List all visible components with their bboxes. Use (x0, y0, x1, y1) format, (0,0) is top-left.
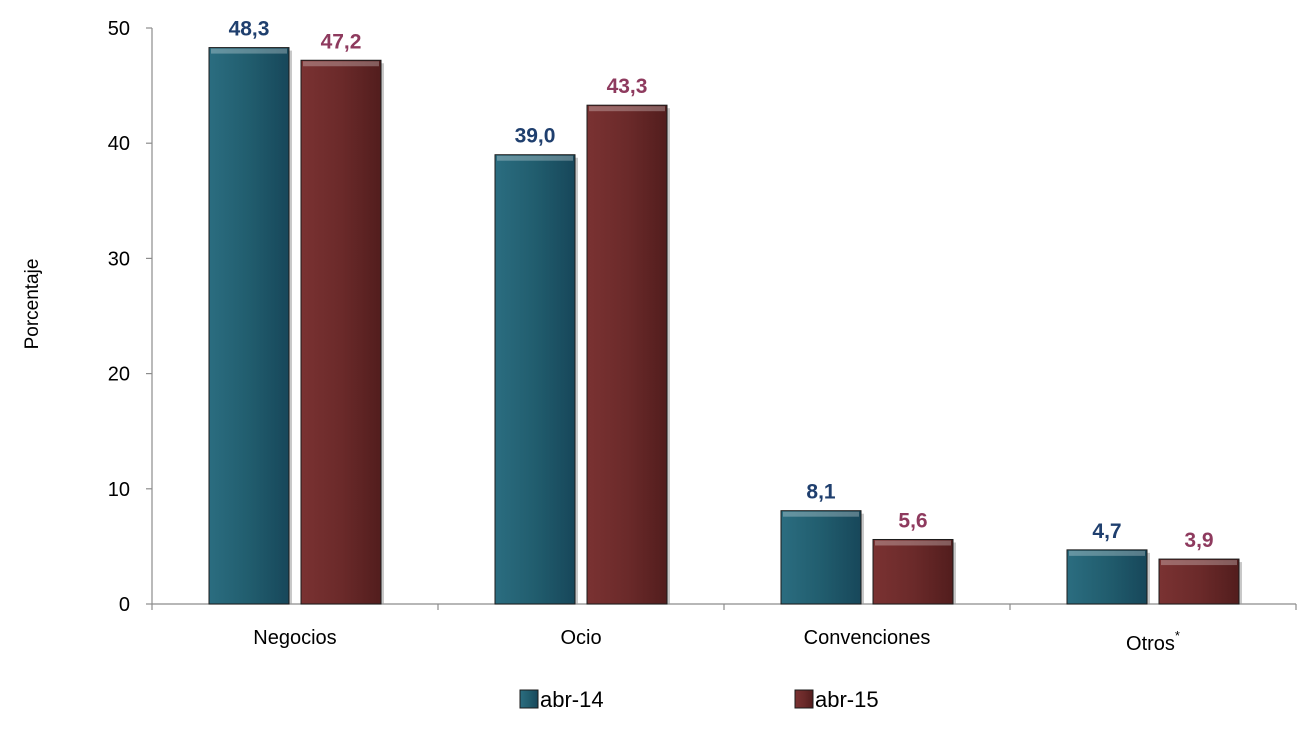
legend-label: abr-14 (540, 687, 604, 712)
data-label: 48,3 (229, 18, 270, 41)
data-label: 43,3 (607, 75, 648, 98)
data-label: 47,2 (321, 30, 362, 53)
x-category-text: Otros (1126, 633, 1175, 655)
y-tick-label: 40 (108, 133, 130, 155)
x-category-label: Convenciones (804, 627, 931, 649)
data-label: 3,9 (1184, 529, 1213, 552)
y-axis-title: Porcentaje (22, 259, 43, 350)
data-label: 8,1 (806, 481, 836, 504)
bar-bevel (783, 511, 859, 517)
x-category-text: Convenciones (804, 627, 931, 649)
bar-bevel (875, 540, 951, 546)
legend-swatch (794, 689, 814, 709)
bar-abr-14-negocios (208, 47, 290, 605)
data-label: 39,0 (515, 125, 556, 148)
x-category-text: Negocios (253, 627, 336, 649)
x-category-text: Ocio (560, 627, 601, 649)
x-category-label: Negocios (253, 627, 336, 649)
bar-abr-15-convenciones (872, 538, 954, 605)
data-label: 4,7 (1092, 520, 1121, 543)
bar-bevel (589, 106, 665, 112)
x-category-label: Otros* (1126, 628, 1180, 655)
bar-bevel (497, 155, 573, 161)
x-category-superscript: * (1175, 628, 1180, 643)
legend-swatch (519, 689, 539, 709)
bar-abr-15-otros (1158, 558, 1240, 605)
bar-bevel (1161, 560, 1237, 566)
legend-label: abr-15 (815, 687, 879, 712)
y-tick-label: 30 (108, 248, 130, 270)
bar-bevel (1069, 550, 1145, 556)
y-tick-label: 20 (108, 364, 130, 386)
y-tick-label: 0 (119, 594, 130, 616)
bar-abr-14-otros (1066, 549, 1148, 605)
bar-abr-14-ocio (494, 154, 576, 605)
y-tick-label: 50 (108, 18, 130, 40)
bar-abr-14-convenciones (780, 510, 862, 605)
y-tick-label: 10 (108, 479, 130, 501)
bar-abr-15-negocios (300, 59, 382, 605)
data-label: 5,6 (898, 509, 927, 532)
x-category-label: Ocio (560, 627, 601, 649)
bar-bevel (211, 48, 287, 54)
bar-bevel (303, 61, 379, 67)
bar-abr-15-ocio (586, 104, 668, 605)
